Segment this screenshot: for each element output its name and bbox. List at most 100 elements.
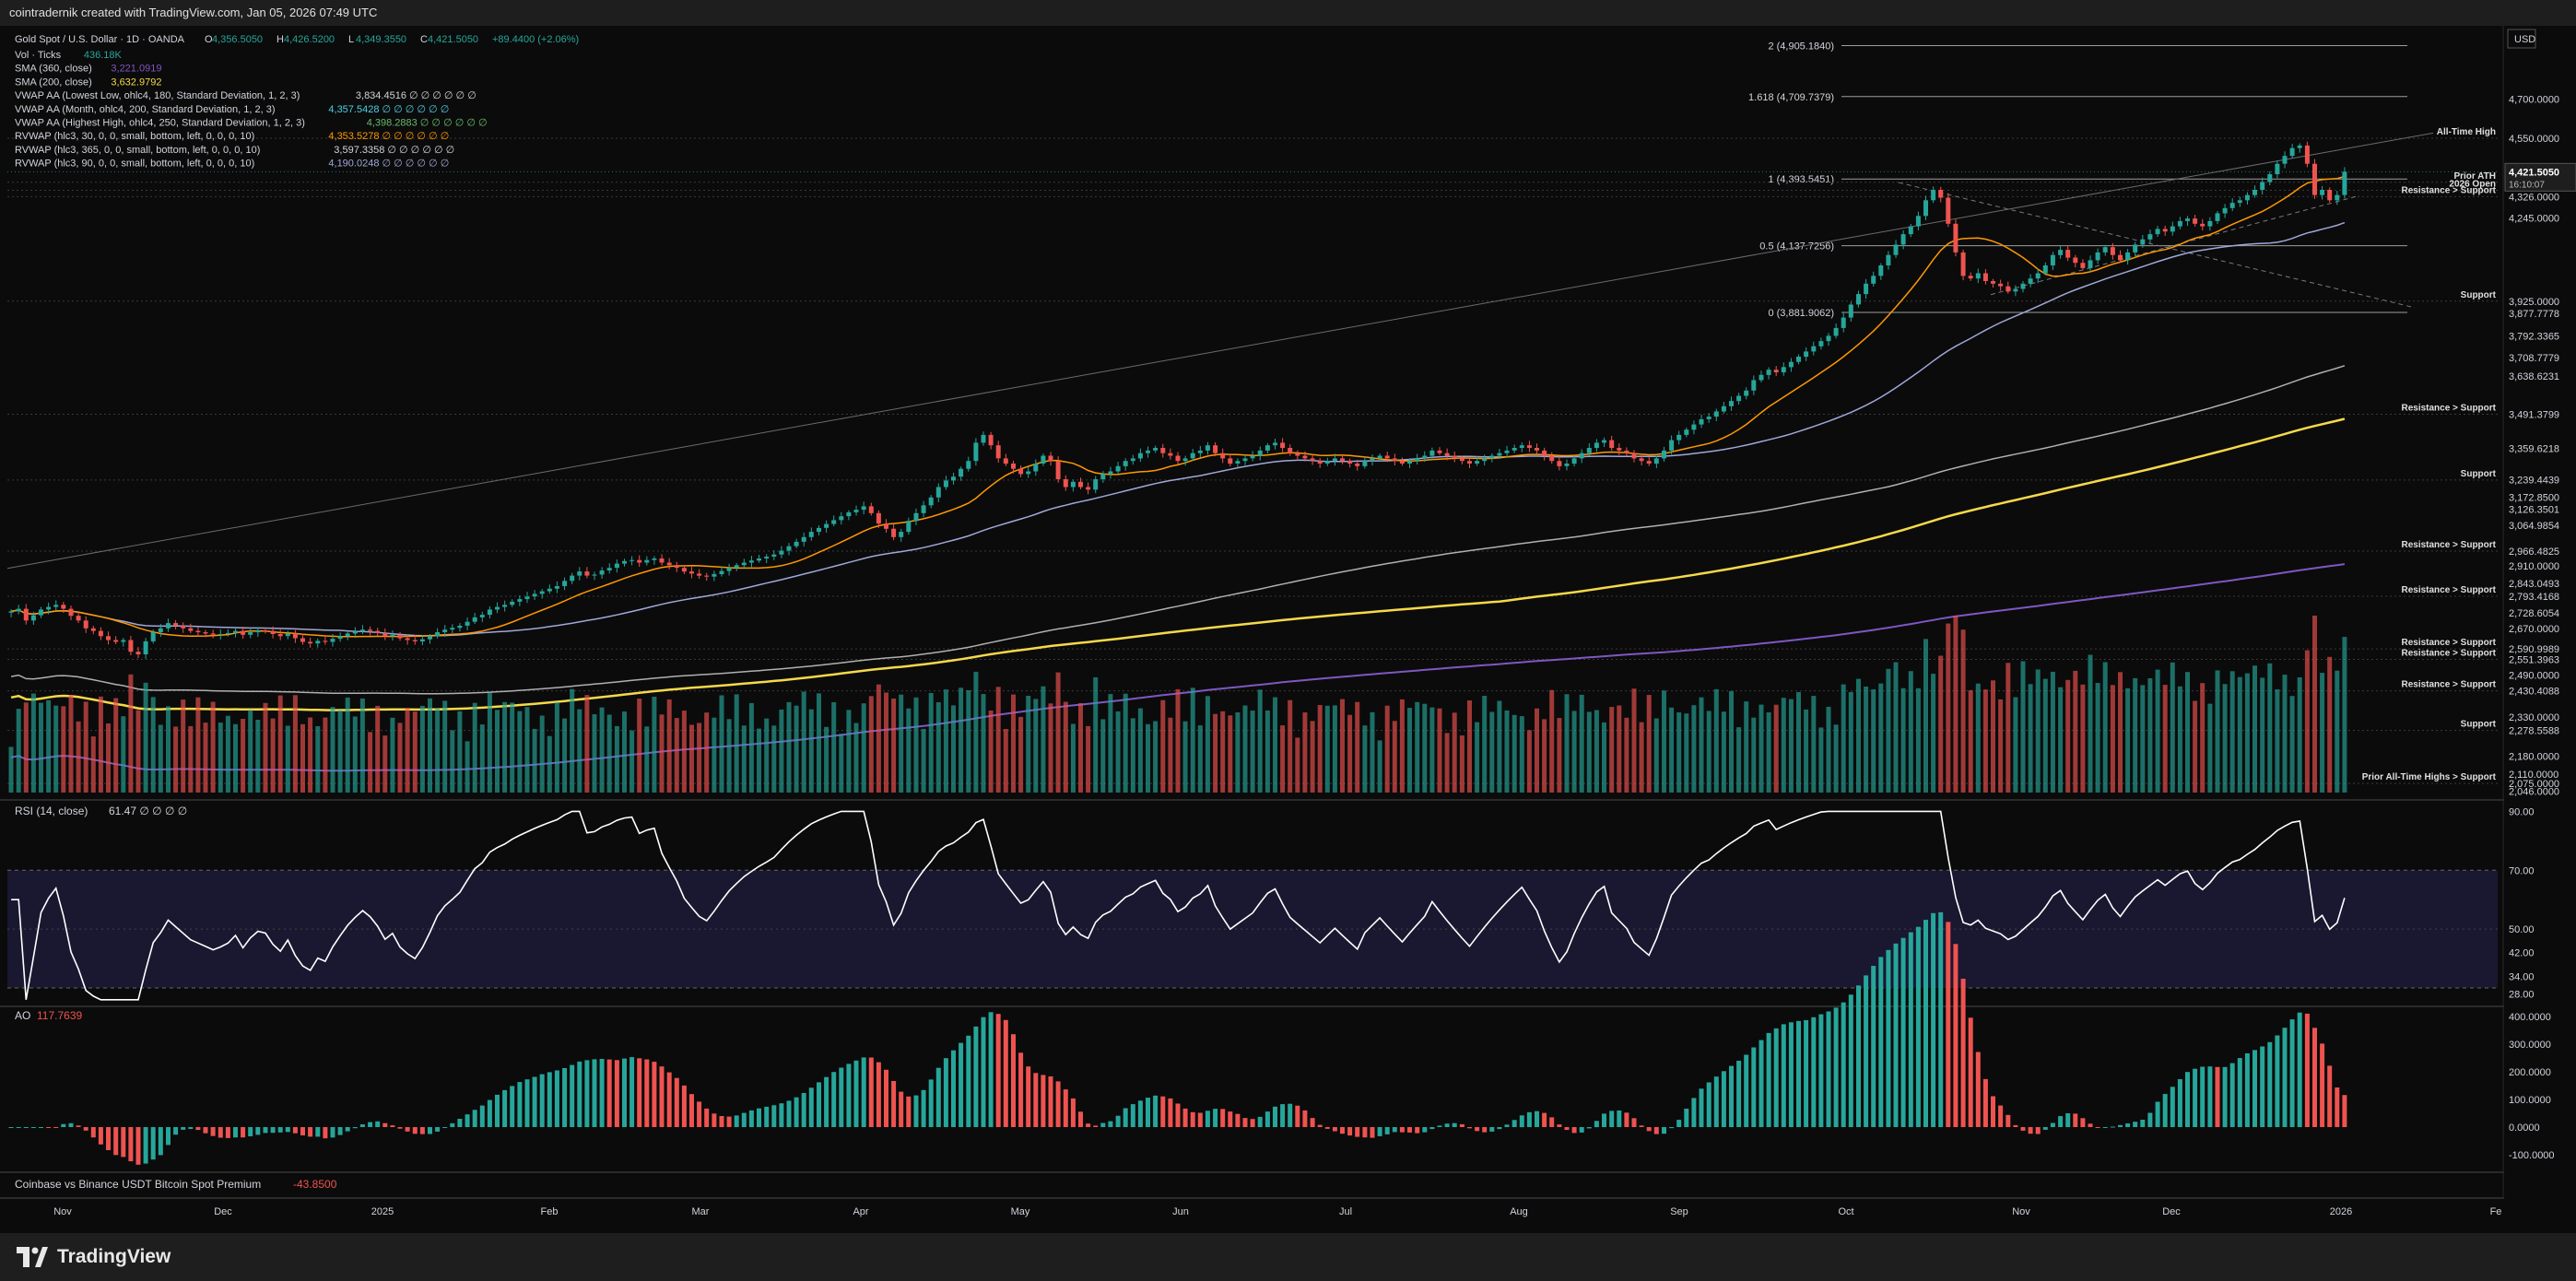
candle[interactable] [1991,281,1995,284]
candle[interactable] [90,628,96,631]
candle[interactable] [1324,461,1330,464]
candle[interactable] [1280,442,1286,449]
candle[interactable] [1377,455,1382,459]
candle[interactable] [1721,405,1726,412]
candle[interactable] [2244,194,2250,201]
candle[interactable] [2088,260,2093,268]
candle[interactable] [1624,450,1629,453]
candle[interactable] [181,626,186,629]
candle[interactable] [121,640,126,642]
candle[interactable] [1459,458,1464,462]
candle[interactable] [741,562,747,566]
candle[interactable] [188,628,194,631]
candle[interactable] [839,516,844,521]
candle[interactable] [368,629,373,631]
candle[interactable] [622,560,627,564]
candle[interactable] [2253,190,2257,195]
candle[interactable] [442,629,448,632]
candle[interactable] [2282,156,2288,164]
candle[interactable] [2200,223,2205,227]
candle[interactable] [1511,448,1517,451]
currency-box[interactable] [2507,29,2536,49]
candle[interactable] [166,623,171,629]
candle[interactable] [995,445,1001,459]
candle[interactable] [106,636,111,640]
candle[interactable] [1407,461,1412,464]
candle[interactable] [510,601,515,605]
candle[interactable] [2275,163,2280,174]
candle[interactable] [1437,450,1442,453]
candle[interactable] [2289,147,2295,157]
candle[interactable] [966,461,971,469]
candle[interactable] [1796,357,1801,362]
candle[interactable] [1788,361,1794,368]
candle[interactable] [599,570,605,575]
candle[interactable] [2155,229,2160,235]
candle[interactable] [472,617,477,622]
candle[interactable] [218,634,223,635]
candle[interactable] [2327,190,2333,201]
candle[interactable] [1146,450,1150,453]
candle[interactable] [1467,461,1472,464]
candle[interactable] [906,521,912,533]
candle[interactable] [98,630,103,637]
candle[interactable] [233,630,238,633]
candle[interactable] [2170,226,2175,232]
candle[interactable] [1123,461,1128,466]
candle[interactable] [1571,458,1577,464]
candle[interactable] [382,632,388,637]
candle[interactable] [712,573,717,577]
candle[interactable] [270,630,276,634]
candle[interactable] [1931,190,1936,201]
candle[interactable] [2304,145,2310,164]
candle[interactable] [988,434,994,446]
candle[interactable] [1639,458,1644,462]
candle[interactable] [2342,171,2347,195]
candle[interactable] [1048,455,1053,462]
candle[interactable] [39,609,43,616]
candle[interactable] [801,536,806,542]
candle[interactable] [1429,450,1435,456]
candle[interactable] [1153,448,1159,451]
candle[interactable] [277,634,283,637]
candle[interactable] [2320,190,2325,195]
candle[interactable] [951,476,956,481]
candle[interactable] [779,550,784,555]
candle[interactable] [128,640,134,652]
candle[interactable] [652,558,657,560]
candle[interactable] [412,640,418,641]
candle[interactable] [2162,229,2168,232]
candle[interactable] [697,573,702,576]
candle[interactable] [1205,445,1210,451]
candle[interactable] [824,523,829,528]
candle[interactable] [726,568,732,571]
candle[interactable] [786,546,792,551]
candle[interactable] [1317,461,1323,464]
candle[interactable] [734,565,739,569]
candle[interactable] [158,628,163,632]
candle[interactable] [1482,458,1488,462]
legend-indicator-label[interactable]: RVWAP (hlc3, 30, 0, 0, small, bottom, le… [15,131,254,142]
candle[interactable] [292,633,298,639]
candle[interactable] [981,434,986,443]
candle[interactable] [1011,464,1016,469]
candle[interactable] [2125,252,2131,261]
candle[interactable] [2065,250,2071,258]
candle[interactable] [584,571,590,576]
candle[interactable] [375,630,381,633]
candle[interactable] [1736,395,1742,402]
candle[interactable] [1841,317,1846,328]
candle[interactable] [2260,182,2265,191]
candle[interactable] [2110,247,2115,255]
candle[interactable] [502,605,508,607]
chart-svg[interactable]: USD 2 (4,905.1840) 1.618 (4,709.7379) 1 (4,… [0,26,2576,1233]
candle[interactable] [2215,213,2220,221]
candle[interactable] [1908,226,1913,235]
legend-indicator-label[interactable]: Vol · Ticks [15,50,62,61]
candle[interactable] [891,528,897,537]
candle[interactable] [764,557,770,558]
candle[interactable] [1923,200,1928,217]
candle[interactable] [592,574,597,576]
current-price-badge[interactable] [2504,162,2576,192]
candle[interactable] [570,575,575,582]
